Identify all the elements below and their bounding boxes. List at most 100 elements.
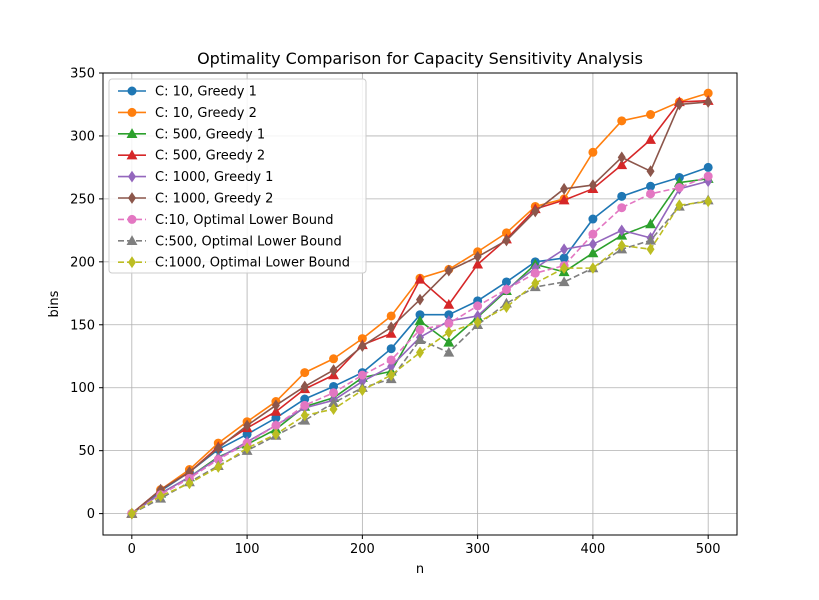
data-point <box>704 96 713 108</box>
data-point <box>531 277 540 290</box>
series-layer <box>126 88 714 520</box>
legend-marker <box>127 107 137 117</box>
data-point <box>675 98 684 111</box>
data-point <box>558 276 570 287</box>
data-point <box>214 461 223 473</box>
data-point <box>645 218 656 229</box>
data-point <box>588 229 598 239</box>
data-point <box>387 369 396 382</box>
data-point <box>588 179 597 191</box>
data-point <box>243 419 252 432</box>
y-tick-label: 50 <box>78 444 95 459</box>
data-point <box>501 285 511 295</box>
legend-marker <box>126 128 138 138</box>
data-point <box>415 346 425 359</box>
data-point <box>127 507 136 520</box>
y-tick-label: 200 <box>70 255 95 270</box>
data-point <box>617 239 626 252</box>
legend-item: C: 500, Greedy 1 <box>118 127 265 142</box>
x-axis-label: n <box>416 562 424 577</box>
legend-marker <box>127 170 137 183</box>
data-point <box>588 238 597 251</box>
data-point <box>386 355 396 365</box>
data-point <box>473 250 482 263</box>
data-point <box>414 273 426 284</box>
legend-label: C: 1000, Greedy 2 <box>155 192 273 207</box>
data-point <box>530 268 540 278</box>
data-point <box>444 319 454 329</box>
legend-label: C:500, Optimal Lower Bound <box>155 234 342 249</box>
legend-label: C: 1000, Greedy 1 <box>155 170 273 185</box>
data-point <box>329 364 338 376</box>
data-point <box>357 370 367 380</box>
y-axis-label: bins <box>47 290 62 317</box>
legend-item: C:500, Optimal Lower Bound <box>118 234 342 249</box>
data-point <box>243 442 252 455</box>
data-point <box>444 264 453 277</box>
data-point <box>443 298 455 309</box>
legend-marker <box>126 235 138 245</box>
data-point <box>502 234 511 247</box>
plot-frame <box>102 72 738 536</box>
legend-label: C: 10, Greedy 1 <box>155 85 257 100</box>
legend-marker <box>127 192 137 204</box>
data-point <box>444 326 453 339</box>
legend-label: C: 500, Greedy 2 <box>155 149 265 164</box>
data-point <box>560 182 569 195</box>
series-9 <box>127 195 713 520</box>
data-point <box>386 344 396 354</box>
x-tick-label: 100 <box>235 542 260 557</box>
y-tick-label: 250 <box>70 192 95 207</box>
data-point <box>329 388 339 398</box>
data-point <box>703 171 713 181</box>
data-point <box>559 253 569 263</box>
y-tick-label: 100 <box>70 381 95 396</box>
data-point <box>415 293 425 306</box>
legend-item: C: 1000, Greedy 2 <box>118 192 273 207</box>
data-point <box>560 262 569 275</box>
data-point <box>558 194 570 205</box>
y-tick-label: 300 <box>70 129 95 144</box>
data-point <box>587 247 599 258</box>
data-point <box>443 346 455 357</box>
data-point <box>414 315 426 326</box>
data-point <box>271 420 281 430</box>
data-point <box>156 490 165 502</box>
data-point <box>588 214 598 224</box>
data-point <box>617 116 627 126</box>
data-point <box>617 224 626 237</box>
x-tick-label: 500 <box>696 542 721 557</box>
data-point <box>703 162 713 172</box>
legend-marker <box>127 256 137 269</box>
data-point <box>502 301 511 314</box>
legend-label: C:10, Optimal Lower Bound <box>155 213 334 228</box>
data-point <box>646 189 656 199</box>
data-point <box>415 325 425 335</box>
data-point <box>358 384 367 397</box>
x-tick-label: 0 <box>128 542 136 557</box>
x-tick-label: 300 <box>465 542 490 557</box>
legend-item: C:10, Optimal Lower Bound <box>118 213 334 228</box>
y-tick-label: 0 <box>87 507 95 522</box>
data-point <box>675 199 684 212</box>
legend-item: C: 500, Greedy 2 <box>118 149 265 164</box>
data-point <box>531 205 540 218</box>
data-point <box>646 243 655 256</box>
data-point <box>300 380 309 393</box>
data-point <box>472 258 484 269</box>
data-point <box>617 203 627 213</box>
legend-marker <box>126 149 138 160</box>
data-point <box>300 400 310 410</box>
data-point <box>617 151 626 164</box>
data-point <box>443 336 455 347</box>
legend-item: C: 10, Greedy 1 <box>118 85 257 100</box>
series-6 <box>127 96 713 520</box>
legend-label: C: 10, Greedy 2 <box>155 106 257 121</box>
data-point <box>704 195 713 208</box>
data-point <box>329 354 339 364</box>
data-point <box>616 159 628 170</box>
data-point <box>185 477 194 490</box>
y-tick-label: 150 <box>70 318 95 333</box>
data-point <box>300 368 310 378</box>
